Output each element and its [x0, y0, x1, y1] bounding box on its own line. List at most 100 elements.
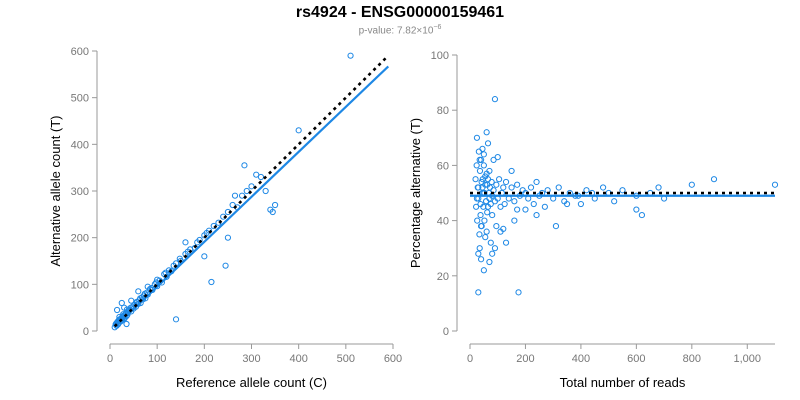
data-point — [633, 206, 640, 213]
x-tick-label: 0 — [107, 353, 113, 365]
chart-title: rs4924 - ENSG00000159461 — [295, 4, 505, 21]
data-point — [182, 239, 189, 246]
data-point — [262, 187, 269, 195]
scatter-panel-counts: 0 100 200 300 400 500 600 0 100 200 300 400 500 600 Re… — [48, 46, 402, 390]
data-point — [489, 211, 496, 219]
y-tick-label: 600 — [71, 46, 89, 58]
data-point — [243, 187, 250, 195]
y-tick-label: 400 — [71, 139, 89, 151]
data-point — [480, 162, 487, 169]
data-point — [489, 250, 496, 257]
data-point — [484, 140, 492, 147]
data-point — [514, 181, 521, 188]
data-point — [253, 171, 260, 178]
data-point — [484, 181, 491, 188]
data-point — [481, 217, 488, 224]
data-point — [475, 289, 482, 296]
p-value-text: p-value: 7.82×10 — [358, 25, 434, 37]
scatter-panel-percentage: 0 200 400 600 800 1,000 0 20 40 60 80 100 Total numb… — [408, 50, 779, 390]
data-point — [482, 173, 489, 180]
data-point — [533, 178, 540, 186]
data-point — [486, 258, 493, 266]
data-point — [474, 217, 481, 224]
data-point — [248, 183, 255, 190]
data-point — [688, 181, 695, 188]
data-point — [710, 176, 718, 183]
data-point — [619, 187, 626, 194]
data-point — [472, 176, 479, 183]
data-point — [500, 184, 507, 191]
y-tick-label: 300 — [71, 186, 89, 198]
y-tick-label: 200 — [71, 233, 89, 245]
y-tick-label: 20 — [437, 271, 449, 283]
data-point — [483, 228, 490, 235]
data-point — [238, 192, 246, 199]
data-point — [490, 156, 497, 163]
y-axis-title: Alternative allele count (T) — [48, 115, 63, 266]
data-point — [488, 178, 495, 186]
data-point — [496, 176, 503, 183]
data-point — [508, 184, 515, 191]
data-point — [475, 250, 482, 257]
data-point — [494, 154, 501, 161]
reference-line — [113, 54, 390, 328]
x-tick-label: 800 — [683, 353, 701, 365]
data-point — [487, 239, 494, 246]
data-point — [611, 198, 618, 205]
data-point — [128, 297, 135, 304]
data-point — [482, 198, 490, 205]
data-point — [501, 200, 508, 208]
data-point — [231, 192, 239, 199]
data-point — [486, 167, 493, 175]
data-point — [484, 203, 492, 210]
data-point — [533, 211, 540, 219]
data-point — [484, 209, 491, 216]
data-point — [655, 184, 662, 191]
data-point — [113, 322, 120, 329]
y-tick-label: 40 — [437, 216, 449, 228]
data-point — [477, 211, 484, 219]
data-point — [497, 228, 504, 235]
data-point — [201, 253, 208, 260]
data-point — [482, 234, 489, 241]
data-point — [508, 167, 515, 175]
data-point — [478, 178, 485, 186]
data-point — [491, 96, 499, 103]
x-axis-title: Reference allele count (C) — [176, 375, 327, 390]
data-point — [476, 245, 483, 252]
x-axis-title: Total number of reads — [560, 375, 686, 390]
data-point — [480, 151, 487, 158]
data-point — [477, 223, 485, 230]
data-point — [123, 320, 130, 328]
data-point — [583, 187, 590, 194]
data-point — [577, 200, 585, 208]
y-axis-title: Percentage alternative (T) — [408, 118, 423, 268]
chart-subtitle: p-value: 7.82×10−6 — [0, 24, 800, 36]
data-point — [527, 184, 535, 191]
data-point — [563, 200, 571, 208]
data-point — [473, 134, 481, 141]
data-point — [491, 245, 499, 252]
y-tick-label: 500 — [71, 93, 89, 105]
y-tick-label: 100 — [71, 279, 89, 291]
data-point — [473, 203, 480, 210]
data-point — [771, 181, 779, 188]
x-tick-label: 600 — [627, 353, 645, 365]
data-point — [269, 208, 276, 216]
data-point — [475, 184, 482, 191]
data-point — [476, 156, 483, 163]
p-value-exponent: −6 — [433, 24, 442, 31]
data-point — [113, 306, 121, 314]
data-point — [208, 278, 215, 286]
x-tick-label: 200 — [195, 353, 213, 365]
data-points — [111, 52, 354, 331]
data-point — [541, 203, 548, 210]
data-point — [480, 267, 487, 274]
data-point — [154, 276, 161, 283]
data-point — [638, 211, 646, 219]
data-point — [477, 200, 484, 208]
data-point — [144, 283, 151, 290]
data-point — [493, 223, 500, 230]
data-point — [476, 231, 483, 238]
x-tick-label: 500 — [337, 353, 355, 365]
